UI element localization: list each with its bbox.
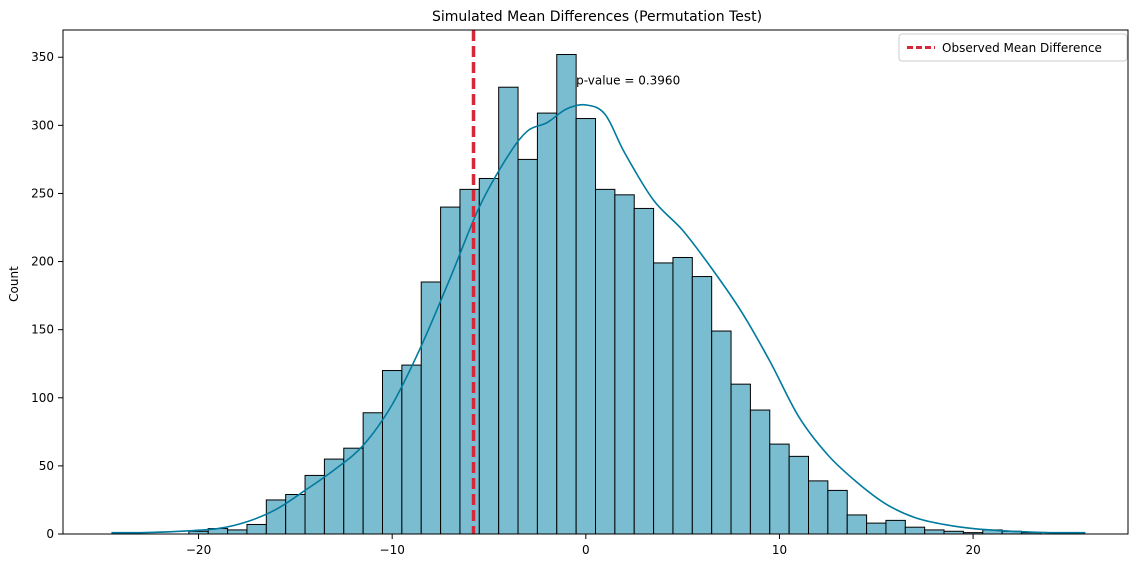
histogram-bar (866, 522, 887, 535)
x-tick-label: −20 (186, 543, 211, 557)
histogram-bar (633, 207, 655, 535)
y-tick-label: 200 (31, 255, 54, 269)
y-tick-label: 250 (31, 186, 54, 200)
histogram-bar (401, 364, 422, 535)
histogram-bar (517, 158, 538, 535)
histogram-bar (614, 194, 635, 535)
chart-title: Simulated Mean Differences (Permutation … (432, 9, 762, 25)
histogram-bar (672, 256, 693, 535)
histogram-bar (285, 493, 306, 535)
histogram-bar (536, 112, 558, 535)
y-tick-label: 0 (46, 527, 54, 541)
plot-frame (62, 29, 1129, 535)
y-tick-label: 300 (31, 118, 54, 132)
y-axis-label: Count (7, 266, 21, 302)
histogram-bar (904, 526, 926, 535)
histogram-bar (478, 177, 500, 535)
histogram-bar (749, 409, 771, 535)
y-tick-label: 50 (39, 459, 54, 473)
histogram-bar (691, 276, 713, 535)
legend: Observed Mean Difference (898, 33, 1128, 62)
histogram-bar (459, 188, 480, 535)
histogram-bar (653, 262, 674, 535)
y-tick-label: 150 (31, 323, 54, 337)
y-tick-label: 350 (31, 50, 54, 64)
histogram-bar (788, 455, 809, 535)
x-tick-label: −10 (380, 543, 405, 557)
histogram-bar (711, 330, 732, 535)
histogram-bar (382, 370, 403, 535)
bars-layer (188, 54, 1042, 535)
histogram-bar (885, 519, 906, 535)
kde-layer (111, 103, 1086, 534)
x-tick-label: 0 (582, 543, 590, 557)
y-tick-label: 100 (31, 391, 54, 405)
histogram-bar (420, 281, 442, 535)
histogram-bar (808, 480, 829, 535)
histogram-bar (556, 54, 577, 535)
x-tick-label: 10 (772, 543, 787, 557)
x-tick-label: 20 (965, 543, 980, 557)
histogram-bar (846, 514, 868, 535)
histogram-bar (246, 523, 267, 535)
legend-label-observed: Observed Mean Difference (942, 41, 1102, 55)
histogram-bar (440, 206, 461, 535)
histogram-bar (730, 383, 751, 535)
histogram-bar (575, 118, 596, 535)
kde-curve (111, 103, 1086, 534)
histogram-bar (827, 489, 848, 535)
histogram-bar (362, 412, 383, 535)
histogram-bar (924, 529, 945, 535)
p-value-annotation: p-value = 0.3960 (576, 73, 680, 87)
legend-box (898, 33, 1128, 62)
histogram-bar (227, 529, 248, 535)
histogram-bar (595, 188, 616, 535)
histogram-bar (769, 443, 790, 535)
